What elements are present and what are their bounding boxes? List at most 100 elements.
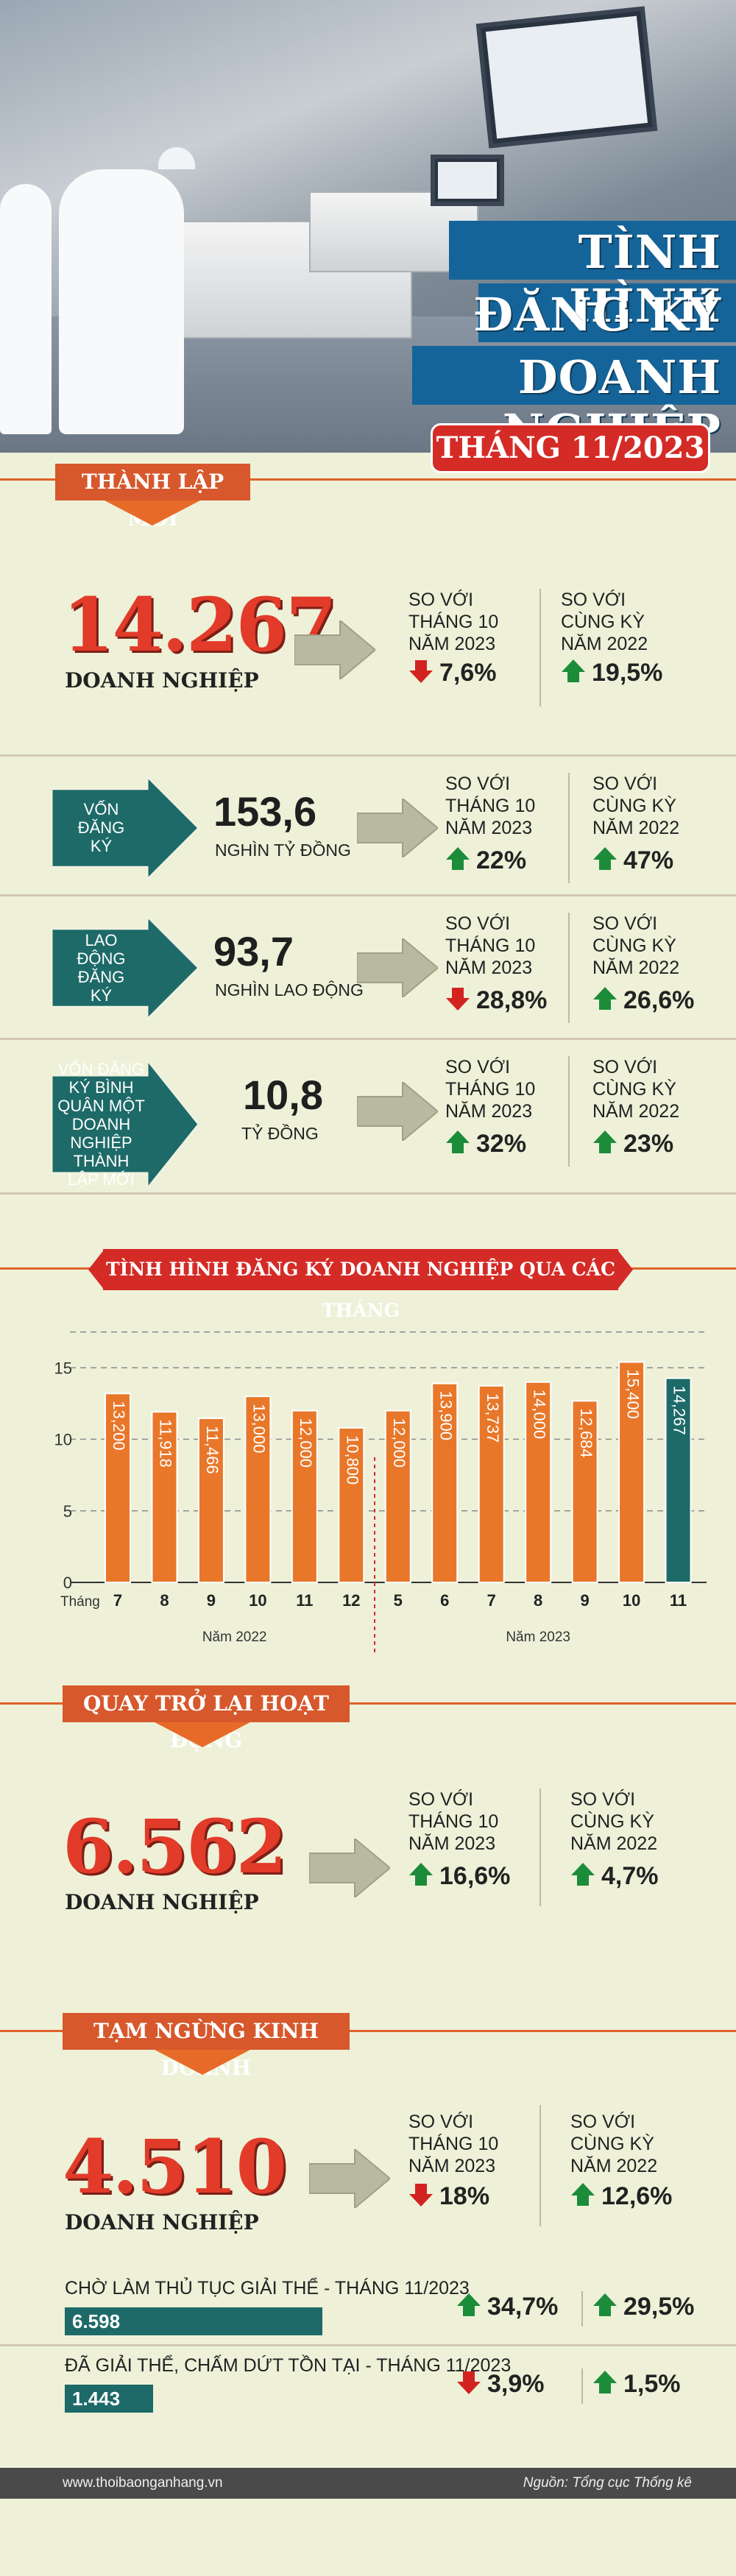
bar-value-label: 14,267 — [670, 1386, 689, 1435]
vertical-divider — [539, 1788, 541, 1906]
footer: www.thoibaonganhang.vn Nguồn: Tổng cục T… — [0, 2468, 736, 2499]
y-tick-label: 5 — [63, 1502, 72, 1521]
arrow-down-icon — [408, 659, 434, 684]
compare-value: 16,6% — [408, 1862, 510, 1891]
suspended-label: DOANH NGHIỆP — [65, 2210, 259, 2234]
bar-value-label: 11,918 — [157, 1419, 175, 1468]
dissolution-label: CHỜ LÀM THỦ TỤC GIẢI THỂ - THÁNG 11/2023 — [65, 2278, 470, 2299]
x-tick-label: 9 — [580, 1591, 589, 1610]
compare-value: 22% — [445, 846, 526, 875]
gray-arrow-icon — [309, 1839, 390, 1897]
chart-title: TÌNH HÌNH ĐĂNG KÝ DOANH NGHIỆP QUA CÁC T… — [103, 1249, 618, 1321]
compare-label: SO VỚI THÁNG 10 NĂM 2023 — [408, 590, 499, 654]
compare-value: 26,6% — [592, 986, 694, 1015]
row-separator — [0, 2344, 736, 2346]
bar — [431, 1382, 459, 1583]
compare-value: 3,9% — [456, 2370, 545, 2399]
dissolution-label: ĐÃ GIẢI THỂ, CHẤM DỨT TỒN TẠI - THÁNG 11… — [65, 2355, 512, 2376]
row-separator — [0, 1192, 736, 1195]
row-separator — [0, 1038, 736, 1040]
arrow-up-icon — [570, 1862, 595, 1887]
x-tick-label: 9 — [207, 1591, 216, 1610]
section-divider — [0, 1702, 736, 1705]
bar-value-label: 13,900 — [436, 1391, 455, 1440]
worker-figure — [59, 169, 184, 434]
arrow-down-icon — [445, 986, 470, 1011]
compare-value: 29,5% — [592, 2293, 694, 2321]
gray-arrow-icon — [357, 938, 438, 997]
bar — [665, 1377, 692, 1583]
bar-value-label: 13,000 — [250, 1404, 269, 1453]
x-tick-label: 7 — [487, 1591, 496, 1610]
bar-value-label: 11,466 — [203, 1426, 222, 1474]
stat-unit: NGHÌN TỶ ĐỒNG — [215, 841, 351, 860]
down-arrow-icon — [155, 1722, 250, 1747]
down-arrow-icon — [155, 2050, 250, 2075]
compare-value: 19,5% — [561, 659, 662, 687]
vertical-divider — [568, 773, 570, 883]
arrow-up-icon — [592, 2370, 618, 2395]
arrow-down-icon — [456, 2370, 481, 2395]
teal-arrow-icon — [52, 916, 199, 1019]
worker-cap — [158, 147, 195, 169]
bar — [478, 1384, 505, 1584]
page-title-line-2: ĐĂNG KÝ — [473, 288, 721, 342]
compare-label: SO VỚI CÙNG KỲ NĂM 2022 — [592, 774, 680, 838]
section-divider — [0, 478, 736, 481]
chart-title-ribbon-left — [88, 1249, 105, 1290]
bar-value-label: 12,000 — [390, 1418, 408, 1468]
arrow-up-icon — [592, 1130, 618, 1155]
dissolution-bar: 1.443 — [65, 2385, 153, 2413]
vertical-divider — [539, 589, 541, 707]
arrow-down-icon — [408, 2182, 434, 2207]
arrow-up-icon — [445, 1130, 470, 1155]
x-tick-label: 8 — [534, 1591, 542, 1610]
dissolution-value: 6.598 — [72, 2310, 121, 2332]
row-separator — [0, 754, 736, 757]
compare-label: SO VỚI CÙNG KỲ NĂM 2022 — [561, 590, 648, 654]
stat-unit: TỶ ĐỒNG — [241, 1124, 319, 1143]
bar-value-label: 12,684 — [577, 1408, 595, 1457]
section-tag-established: THÀNH LẬP MỚI — [55, 464, 250, 531]
x-tick-label: 10 — [623, 1591, 640, 1610]
factory-monitor — [431, 155, 504, 206]
year-label: Năm 2022 — [202, 1630, 267, 1645]
returned-label: DOANH NGHIỆP — [65, 1890, 259, 1914]
compare-value: 1,5% — [592, 2370, 681, 2399]
compare-value: 23% — [592, 1130, 673, 1158]
bar-value-label: 13,200 — [110, 1401, 128, 1450]
bar — [571, 1400, 598, 1583]
x-tick-label: 12 — [342, 1591, 360, 1610]
section-divider — [0, 2030, 736, 2032]
vertical-divider — [581, 2368, 583, 2404]
bar-value-label: 13,737 — [484, 1393, 502, 1443]
compare-value: 4,7% — [570, 1862, 659, 1891]
footer-source: Nguồn: Tổng cục Thống kê — [523, 2475, 692, 2491]
compare-label: SO VỚI THÁNG 10 NĂM 2023 — [445, 913, 536, 978]
arrow-up-icon — [456, 2293, 481, 2318]
x-tick-label: 5 — [394, 1591, 403, 1610]
worker-figure — [0, 184, 52, 434]
stat-arrow-label: VỐN ĐĂNG KÝ — [77, 800, 125, 856]
bar-value-label: 12,000 — [297, 1418, 315, 1468]
year-label: Năm 2023 — [506, 1630, 570, 1645]
teal-arrow-icon — [52, 1060, 199, 1189]
bar-value-label: 14,000 — [530, 1390, 548, 1439]
compare-value: 34,7% — [456, 2293, 558, 2321]
vertical-divider — [539, 2105, 541, 2226]
compare-value: 47% — [592, 846, 673, 875]
x-axis-label: Tháng — [60, 1594, 100, 1610]
y-tick-label: 0 — [63, 1574, 72, 1592]
bar-value-label: 15,400 — [623, 1370, 642, 1419]
bar — [244, 1395, 272, 1583]
bar — [338, 1427, 365, 1583]
bar — [525, 1381, 552, 1584]
gray-arrow-icon — [294, 620, 375, 679]
section-tag-suspended: TẠM NGỪNG KINH DOANH — [63, 2013, 350, 2080]
gray-arrow-icon — [357, 1082, 438, 1141]
arrow-up-icon — [408, 1862, 434, 1887]
compare-label: SO VỚI THÁNG 10 NĂM 2023 — [445, 774, 536, 838]
bar — [105, 1393, 131, 1583]
compare-label: SO VỚI CÙNG KỲ NĂM 2022 — [592, 1057, 680, 1122]
suspended-number: 4.510 — [63, 2123, 287, 2210]
